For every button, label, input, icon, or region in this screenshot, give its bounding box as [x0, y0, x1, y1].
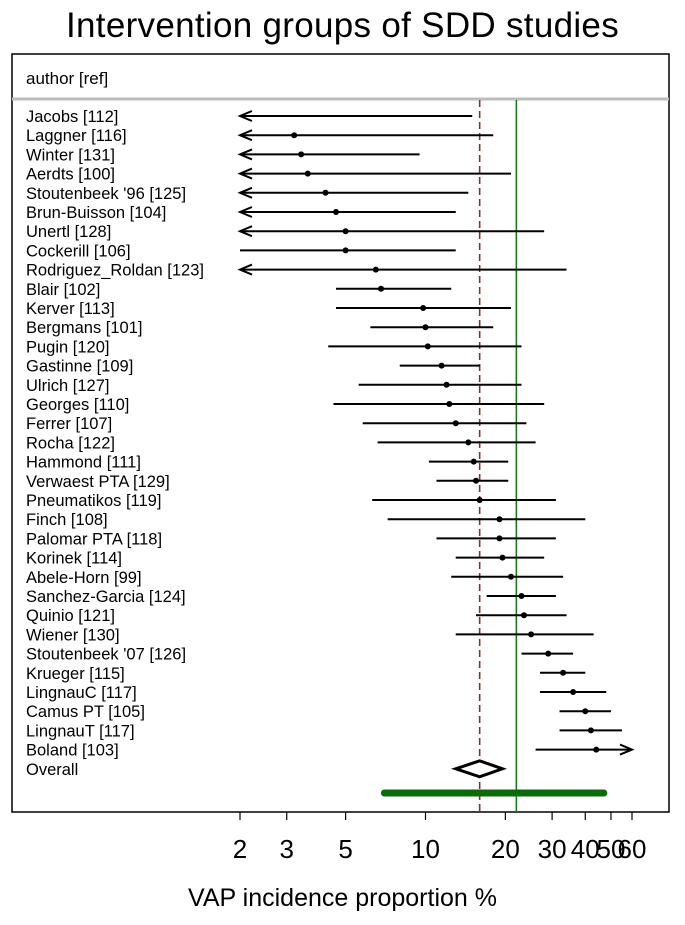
point-estimate — [473, 477, 480, 484]
overall-label: Overall — [26, 761, 78, 779]
study-label: Cockerill [106] — [26, 242, 131, 260]
column-header: author [ref] — [26, 69, 108, 88]
point-estimate — [438, 362, 445, 369]
ci-arrow-left — [237, 110, 253, 122]
overall-diamond — [451, 759, 507, 779]
point-estimate — [496, 535, 503, 542]
point-estimate — [582, 708, 589, 715]
point-estimate — [424, 343, 431, 350]
study-label: Stoutenbeek '96 [125] — [26, 185, 186, 203]
study-label: Krueger [115] — [26, 665, 125, 683]
x-axis-label: VAP incidence proportion % — [188, 884, 497, 912]
study-label: Kerver [113] — [26, 300, 115, 318]
study-label: LingnauT [117] — [26, 722, 135, 740]
point-estimate — [372, 266, 379, 273]
study-label: Aerdts [100] — [26, 166, 115, 184]
ci-arrow-left — [237, 263, 253, 276]
study-label: Wiener [130] — [26, 626, 120, 644]
point-estimate — [470, 458, 477, 465]
x-tick-label: 40 — [571, 834, 600, 864]
chart-title: Intervention groups of SDD studies — [66, 6, 619, 45]
point-estimate — [452, 420, 459, 427]
ci-arrow-left — [237, 225, 253, 238]
x-tick-label: 2 — [233, 834, 247, 864]
point-estimate — [422, 324, 429, 331]
x-tick-label: 50 — [597, 834, 626, 864]
study-label: Georges [110] — [26, 396, 129, 414]
point-estimate — [342, 228, 349, 235]
point-estimate — [518, 593, 525, 599]
study-label: Camus PT [105] — [26, 703, 145, 721]
point-estimate — [570, 689, 577, 695]
study-label: Gastinne [109] — [26, 358, 133, 376]
ci-arrow-left — [237, 186, 253, 199]
point-estimate — [476, 497, 483, 503]
study-label: Jacobs [112] — [26, 108, 118, 126]
x-tick-label: 10 — [411, 834, 440, 864]
point-estimate — [593, 746, 600, 753]
study-label: Finch [108] — [26, 511, 108, 529]
point-estimate — [322, 189, 329, 196]
study-label: Rodriguez_Roldan [123] — [26, 262, 204, 280]
point-estimate — [378, 285, 385, 292]
x-tick-label: 5 — [338, 834, 352, 864]
point-estimate — [443, 381, 450, 388]
study-label: Hammond [111] — [26, 454, 141, 472]
point-estimate — [560, 669, 567, 676]
study-label: Bergmans [101] — [26, 319, 142, 337]
study-label: Rocha [122] — [26, 434, 115, 452]
point-estimate — [496, 516, 503, 523]
study-label: Unertl [128] — [26, 223, 111, 241]
study-label: Verwaest PTA [129] — [26, 473, 170, 491]
point-estimate — [465, 439, 472, 446]
point-estimate — [332, 209, 339, 215]
study-label: Pneumatikos [119] — [26, 492, 161, 510]
point-estimate — [528, 631, 535, 638]
point-estimate — [508, 573, 515, 580]
point-estimate — [298, 151, 305, 158]
point-estimate — [499, 554, 506, 561]
study-label: Stoutenbeek '07 [126] — [26, 646, 186, 664]
study-label: Brun-Buisson [104] — [26, 204, 166, 222]
study-label: Boland [103] — [26, 742, 119, 760]
plot-frame — [11, 53, 670, 813]
ci-arrow-left — [237, 148, 253, 161]
x-tick-label: 60 — [618, 834, 647, 864]
study-label: Ferrer [107] — [26, 415, 112, 433]
x-tick-label: 20 — [491, 834, 520, 864]
study-label: Blair [102] — [26, 281, 100, 299]
study-label: Palomar PTA [118] — [26, 530, 162, 548]
study-label: Korinek [114] — [26, 550, 122, 568]
ci-arrow-right — [619, 743, 635, 756]
study-label: Quinio [121] — [26, 607, 115, 625]
point-estimate — [342, 247, 349, 254]
study-label: Laggner [116] — [26, 127, 127, 145]
point-estimate — [304, 170, 311, 177]
point-estimate — [520, 612, 527, 619]
point-estimate — [446, 401, 453, 407]
point-estimate — [587, 727, 594, 734]
study-label: Abele-Horn [99] — [26, 569, 142, 587]
study-label: LingnauC [117] — [26, 684, 137, 702]
point-estimate — [545, 650, 552, 657]
study-label: Winter [131] — [26, 146, 115, 164]
ci-arrow-left — [237, 206, 253, 218]
point-estimate — [291, 132, 298, 139]
study-label: Ulrich [127] — [26, 377, 109, 395]
x-tick-label: 30 — [538, 834, 567, 864]
study-label: Sanchez-Garcia [124] — [26, 588, 186, 606]
x-tick-label: 3 — [279, 834, 293, 864]
point-estimate — [420, 305, 427, 311]
ci-arrow-left — [237, 129, 253, 142]
ci-arrow-left — [237, 167, 253, 180]
study-label: Pugin [120] — [26, 338, 109, 356]
